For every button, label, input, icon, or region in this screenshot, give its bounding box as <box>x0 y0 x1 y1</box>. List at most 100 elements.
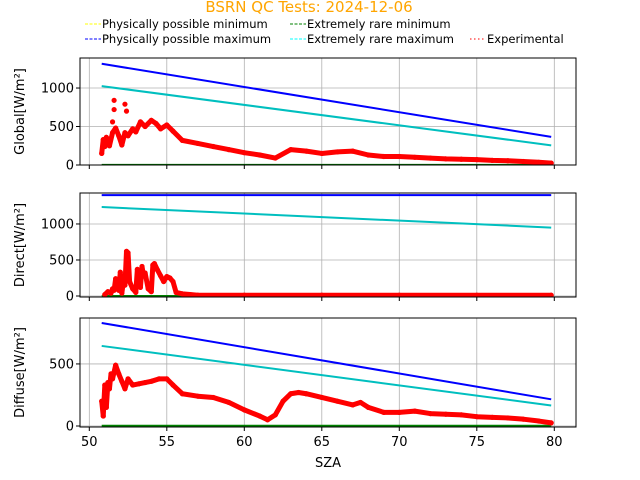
experimental-point-diffuse <box>443 411 449 417</box>
ytick-label-global-1: 500 <box>49 120 74 135</box>
experimental-point-direct <box>170 278 176 285</box>
legend-label-0: Physically possible minimum <box>102 17 268 31</box>
experimental-point-diffuse <box>99 398 105 404</box>
experimental-point-global <box>505 158 511 164</box>
experimental-point-global <box>303 148 309 154</box>
experimental-point-global <box>241 150 247 156</box>
experimental-point-direct <box>127 278 133 285</box>
ytick-label-global-2: 1000 <box>41 82 74 97</box>
experimental-point-global <box>427 155 433 161</box>
experimental-point-global <box>396 153 402 160</box>
experimental-point-global <box>103 134 109 140</box>
experimental-point-diffuse <box>257 413 263 419</box>
experimental-point-direct <box>125 250 131 256</box>
ytick-label-direct-2: 1000 <box>41 217 74 232</box>
experimental-point-diffuse <box>103 404 109 410</box>
axes-frame-diffuse <box>79 317 577 428</box>
experimental-outlier-global <box>123 108 130 114</box>
experimental-point-direct <box>130 286 136 292</box>
experimental-point-direct <box>167 275 173 281</box>
experimental-point-global <box>443 156 449 162</box>
experimental-point-diffuse <box>520 416 526 422</box>
experimental-point-diffuse <box>106 386 113 392</box>
limit-line-diffuse-0 <box>101 321 552 401</box>
experimental-outlier-global <box>111 97 117 103</box>
experimental-point-diffuse <box>136 381 142 387</box>
experimental-point-diffuse <box>357 399 364 406</box>
experimental-point-global <box>210 143 216 150</box>
experimental-point-diffuse <box>125 376 131 382</box>
ytick-label-direct-0: 0 <box>66 289 74 304</box>
xtick-label-6: 80 <box>546 435 563 450</box>
experimental-point-global <box>350 148 356 154</box>
experimental-point-global <box>113 125 119 131</box>
experimental-point-diffuse <box>264 417 271 423</box>
experimental-point-diffuse <box>116 371 122 377</box>
experimental-point-global <box>257 152 263 158</box>
xtick-label-1: 55 <box>159 435 176 450</box>
experimental-point-direct <box>134 266 140 272</box>
chart-title: BSRN QC Tests: 2024-12-06 <box>205 0 412 16</box>
experimental-point-diffuse <box>396 409 402 415</box>
experimental-point-direct <box>319 292 325 297</box>
experimental-point-direct <box>119 290 125 296</box>
experimental-point-diffuse <box>130 382 136 388</box>
experimental-point-global <box>365 152 371 158</box>
experimental-point-direct <box>142 270 148 276</box>
experimental-point-global <box>170 128 176 134</box>
ytick-label-diffuse-1: 500 <box>49 357 74 372</box>
ylabel-global: Global[W/m²] <box>13 68 28 155</box>
experimental-point-global <box>148 117 154 123</box>
experimental-point-diffuse <box>334 398 340 404</box>
experimental-point-diffuse <box>142 379 148 386</box>
experimental-point-direct <box>195 292 201 297</box>
legend-label-1: Extremely rare minimum <box>307 17 451 31</box>
experimental-point-diffuse <box>113 362 119 368</box>
experimental-point-diffuse <box>226 399 232 406</box>
experimental-trace-direct <box>102 248 554 297</box>
experimental-outlier-global <box>109 119 116 125</box>
experimental-point-global <box>334 149 340 155</box>
experimental-point-diffuse <box>195 393 201 399</box>
experimental-point-diffuse <box>109 376 116 382</box>
experimental-point-global <box>102 143 108 150</box>
xtick-label-2: 60 <box>236 435 253 450</box>
experimental-point-global <box>137 119 144 125</box>
ylabel-diffuse: Diffuse[W/m²] <box>13 327 28 418</box>
experimental-point-global <box>412 154 418 160</box>
experimental-point-direct <box>148 289 154 295</box>
experimental-point-direct <box>137 284 144 290</box>
experimental-point-global <box>119 142 125 148</box>
axes-frame-direct <box>79 192 577 298</box>
experimental-point-global <box>116 133 122 139</box>
experimental-point-direct <box>161 278 167 285</box>
experimental-point-diffuse <box>489 414 495 420</box>
xlabel: SZA <box>315 456 341 471</box>
experimental-point-global <box>548 160 554 165</box>
experimental-point-global <box>458 156 464 162</box>
experimental-point-diffuse <box>122 386 128 392</box>
experimental-point-diffuse <box>548 420 554 426</box>
experimental-point-diffuse <box>272 412 278 418</box>
experimental-point-diffuse <box>105 379 111 386</box>
ytick-label-direct-1: 500 <box>49 253 74 268</box>
experimental-point-direct <box>158 273 164 279</box>
experimental-point-diffuse <box>427 410 433 417</box>
experimental-point-global <box>272 155 278 161</box>
experimental-point-diffuse <box>365 404 371 410</box>
experimental-point-global <box>142 123 148 130</box>
experimental-point-global <box>520 158 526 165</box>
experimental-point-diffuse <box>303 391 309 397</box>
experimental-point-diffuse <box>108 371 114 377</box>
experimental-point-direct <box>241 292 247 297</box>
experimental-point-diffuse <box>536 418 542 424</box>
experimental-point-diffuse <box>280 398 286 404</box>
limit-line-direct-1 <box>101 206 552 229</box>
experimental-point-diffuse <box>119 378 125 384</box>
experimental-point-diffuse <box>241 407 247 413</box>
experimental-point-direct <box>154 267 161 273</box>
experimental-point-direct <box>113 276 119 282</box>
ytick-label-diffuse-0: 0 <box>66 420 74 435</box>
experimental-point-global <box>489 157 495 163</box>
experimental-point-direct <box>122 282 128 288</box>
